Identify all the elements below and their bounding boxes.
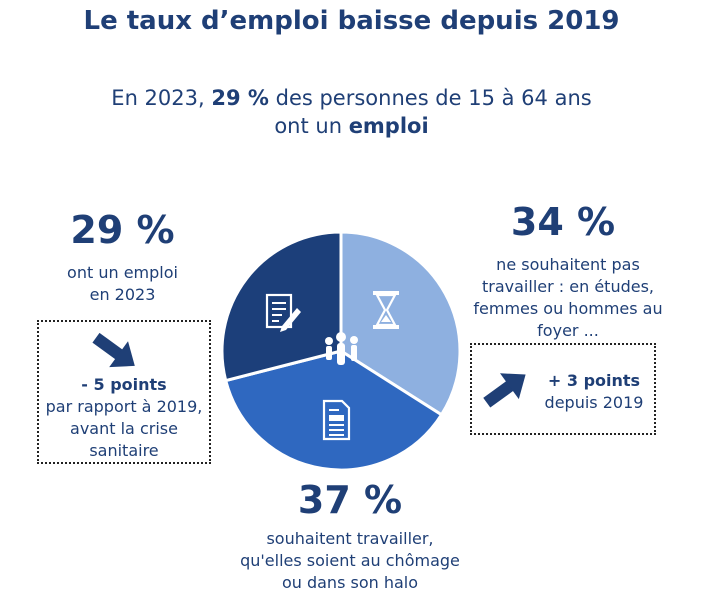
right-change-box: + 3 points depuis 2019 — [470, 343, 656, 435]
right-caption-line4: foyer ... — [537, 321, 599, 340]
right-caption-line2: travailler : en études, — [482, 277, 654, 296]
arrow-up-right-icon — [483, 373, 526, 408]
left-box-line3: sanitaire — [89, 441, 159, 460]
pie-chart — [220, 230, 462, 472]
left-percent: 29 % — [70, 208, 175, 252]
right-box-line1: depuis 2019 — [544, 393, 644, 412]
left-box-line1: par rapport à 2019, — [45, 397, 203, 416]
subtitle-mid: des personnes de 15 à 64 ans — [268, 86, 592, 110]
bottom-percent: 37 % — [297, 478, 403, 522]
left-caption-line2: en 2023 — [89, 285, 156, 304]
left-caption: ont un emploi en 2023 — [40, 262, 205, 306]
right-caption-line3: femmes ou hommes au — [473, 299, 663, 318]
left-box-points: - 5 points — [81, 375, 167, 394]
left-caption-line1: ont un emploi — [67, 263, 178, 282]
bottom-caption-line1: souhaitent travailler, — [266, 529, 434, 548]
bottom-caption: souhaitent travailler, qu'elles soient a… — [220, 528, 480, 594]
subtitle: En 2023, 29 % des personnes de 15 à 64 a… — [0, 84, 703, 140]
subtitle-line2-bold: emploi — [348, 114, 429, 138]
left-box-line2: avant la crise — [70, 419, 178, 438]
right-caption: ne souhaitent pas travailler : en études… — [468, 254, 668, 342]
bottom-caption-line2: qu'elles soient au chômage — [240, 551, 460, 570]
right-box-points: + 3 points — [547, 371, 641, 390]
subtitle-pre: En 2023, — [111, 86, 212, 110]
arrow-down-right-icon — [92, 332, 135, 368]
newspaper-icon — [322, 399, 351, 441]
bottom-caption-line3: ou dans son halo — [281, 573, 419, 592]
right-caption-line1: ne souhaitent pas — [496, 255, 640, 274]
left-change-box: - 5 points par rapport à 2019, avant la … — [37, 320, 211, 464]
page-title: Le taux d’emploi baisse depuis 2019 — [83, 6, 620, 36]
subtitle-line2-pre: ont un — [274, 114, 349, 138]
document-pen-icon — [265, 293, 301, 332]
hourglass-icon — [373, 291, 399, 329]
subtitle-value: 29 % — [211, 86, 269, 110]
pie-slice-2 — [220, 230, 343, 383]
right-percent: 34 % — [510, 200, 616, 244]
people-icon — [325, 332, 358, 365]
